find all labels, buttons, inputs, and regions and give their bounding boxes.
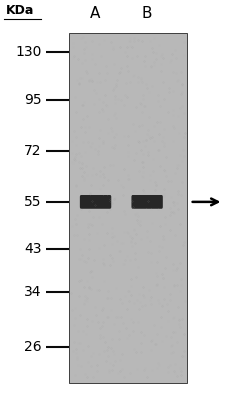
FancyBboxPatch shape bbox=[80, 195, 111, 209]
Text: 26: 26 bbox=[24, 340, 42, 354]
Text: 55: 55 bbox=[24, 195, 42, 209]
Text: 95: 95 bbox=[24, 92, 42, 106]
Text: 130: 130 bbox=[15, 45, 42, 59]
Text: 43: 43 bbox=[24, 242, 42, 256]
Text: B: B bbox=[142, 6, 152, 21]
Text: A: A bbox=[90, 6, 101, 21]
FancyBboxPatch shape bbox=[131, 195, 163, 209]
FancyBboxPatch shape bbox=[69, 33, 188, 383]
Text: KDa: KDa bbox=[6, 4, 34, 17]
Text: 72: 72 bbox=[24, 144, 42, 158]
Text: 34: 34 bbox=[24, 285, 42, 299]
